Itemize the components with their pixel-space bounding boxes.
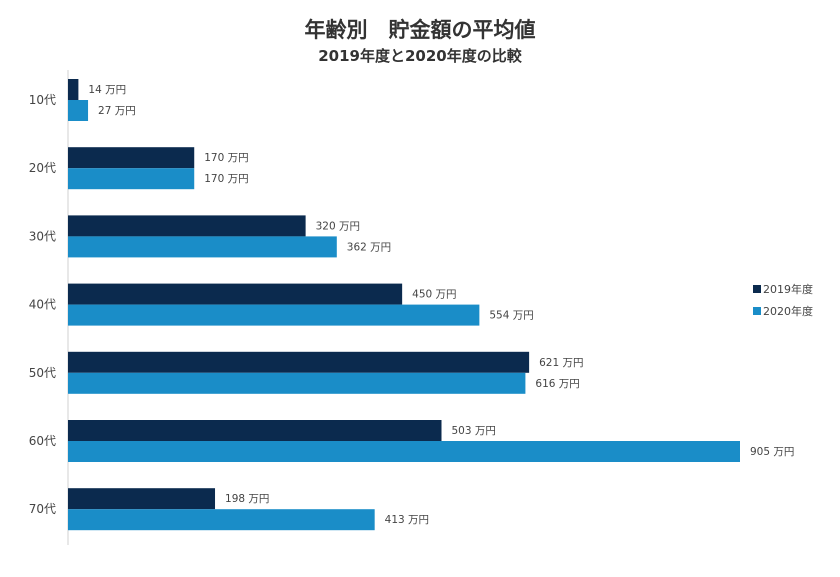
bar-2019年度 [68, 283, 403, 305]
bar-2019年度 [68, 488, 216, 510]
bar-2019年度 [68, 147, 195, 169]
bar-2020年度 [68, 372, 526, 394]
category-label: 70代 [29, 502, 56, 516]
data-label: 14 万円 [88, 84, 126, 96]
category-label: 40代 [29, 298, 56, 312]
bar-2020年度 [68, 441, 740, 462]
data-label: 503 万円 [451, 425, 495, 437]
bar-2020年度 [68, 100, 89, 121]
legend-swatch [753, 307, 761, 315]
bar-2019年度 [68, 351, 530, 373]
legend-label: 2020年度 [763, 304, 813, 318]
data-label: 170 万円 [204, 173, 248, 185]
chart-subtitle: 2019年度と2020年度の比較 [318, 47, 522, 65]
chart-title: 年齢別 貯金額の平均値 [304, 18, 536, 42]
legend-swatch [753, 285, 761, 293]
bar-2020年度 [68, 236, 337, 258]
data-label: 413 万円 [385, 514, 429, 526]
bar-2019年度 [68, 420, 442, 441]
data-label: 170 万円 [204, 152, 248, 164]
data-label: 905 万円 [750, 446, 794, 458]
bar-2019年度 [68, 79, 79, 100]
data-label: 320 万円 [316, 220, 360, 232]
category-label: 10代 [29, 93, 56, 107]
data-label: 198 万円 [225, 493, 269, 505]
bar-2020年度 [68, 304, 480, 326]
category-label: 30代 [29, 229, 56, 243]
data-label: 27 万円 [98, 105, 136, 117]
data-label: 616 万円 [535, 378, 579, 390]
data-label: 621 万円 [539, 357, 583, 369]
data-label: 554 万円 [489, 310, 533, 322]
category-label: 60代 [29, 434, 56, 448]
category-label: 50代 [29, 366, 56, 380]
data-label: 450 万円 [412, 289, 456, 301]
bar-2020年度 [68, 509, 375, 531]
legend-label: 2019年度 [763, 282, 813, 296]
category-label: 20代 [29, 161, 56, 175]
data-label: 362 万円 [347, 241, 391, 253]
bar-2019年度 [68, 215, 306, 237]
bar-2020年度 [68, 168, 195, 190]
